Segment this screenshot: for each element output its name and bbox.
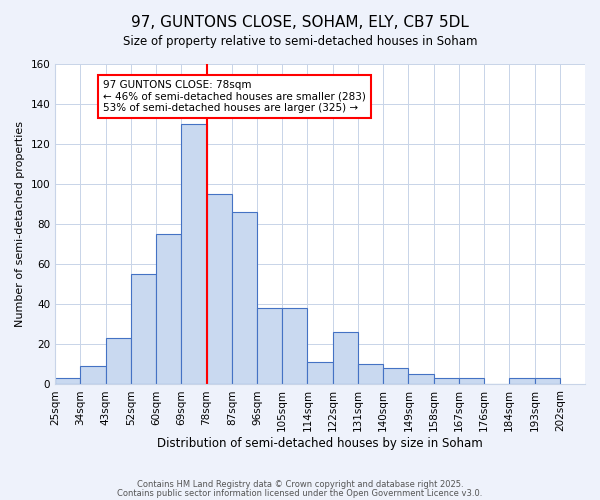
Bar [459, 378, 484, 384]
Text: 97, GUNTONS CLOSE, SOHAM, ELY, CB7 5DL: 97, GUNTONS CLOSE, SOHAM, ELY, CB7 5DL [131, 15, 469, 30]
Text: Contains public sector information licensed under the Open Government Licence v3: Contains public sector information licen… [118, 490, 482, 498]
Bar [282, 308, 307, 384]
Bar [383, 368, 409, 384]
Bar [257, 308, 282, 384]
Bar [409, 374, 434, 384]
Bar [332, 332, 358, 384]
Bar [307, 362, 332, 384]
Bar [55, 378, 80, 384]
Bar [434, 378, 459, 384]
Y-axis label: Number of semi-detached properties: Number of semi-detached properties [15, 121, 25, 327]
Bar [535, 378, 560, 384]
Bar [106, 338, 131, 384]
Bar [131, 274, 156, 384]
Text: Contains HM Land Registry data © Crown copyright and database right 2025.: Contains HM Land Registry data © Crown c… [137, 480, 463, 489]
Bar [156, 234, 181, 384]
Bar [206, 194, 232, 384]
Bar [80, 366, 106, 384]
Text: Size of property relative to semi-detached houses in Soham: Size of property relative to semi-detach… [123, 35, 477, 48]
Bar [358, 364, 383, 384]
Bar [181, 124, 206, 384]
Text: 97 GUNTONS CLOSE: 78sqm
← 46% of semi-detached houses are smaller (283)
53% of s: 97 GUNTONS CLOSE: 78sqm ← 46% of semi-de… [103, 80, 366, 113]
Bar [509, 378, 535, 384]
X-axis label: Distribution of semi-detached houses by size in Soham: Distribution of semi-detached houses by … [157, 437, 483, 450]
Bar [232, 212, 257, 384]
